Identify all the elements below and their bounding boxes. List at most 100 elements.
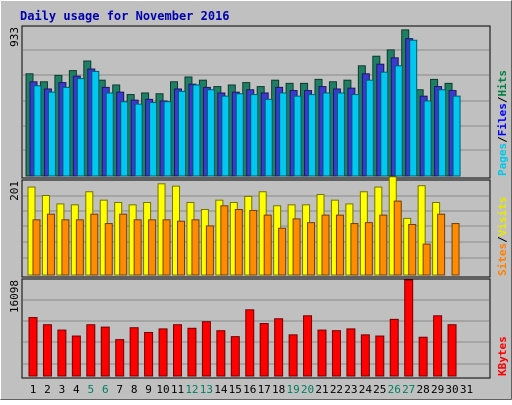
- bar-hits-pages-day-12: [192, 84, 201, 177]
- bar-visits-sites-day-15: [234, 209, 243, 276]
- x-tick-label-day-12: 12: [185, 383, 198, 396]
- legend-separator: /: [496, 136, 509, 143]
- x-tick-label-day-30: 30: [445, 383, 458, 396]
- bar-kbytes-kbytes-day-21: [317, 329, 327, 377]
- bar-kbytes-kbytes-day-23: [346, 328, 356, 377]
- x-tick-label-day-22: 22: [330, 383, 343, 396]
- bar-hits-pages-day-23: [351, 94, 360, 177]
- x-tick-label-day-15: 15: [229, 383, 242, 396]
- bar-hits-pages-day-11: [178, 90, 186, 177]
- x-tick-label-day-24: 24: [359, 383, 373, 396]
- bar-visits-sites-day-16: [249, 209, 258, 276]
- bar-kbytes-kbytes-day-27: [404, 279, 414, 377]
- bar-visits-sites-day-23: [350, 223, 359, 276]
- bar-visits-sites-day-11: [177, 220, 185, 276]
- bar-hits-pages-day-26: [394, 65, 403, 177]
- bar-hits-pages-day-2: [47, 91, 56, 177]
- x-tick-label-day-25: 25: [373, 383, 386, 396]
- bar-visits-sites-day-8: [133, 219, 142, 276]
- bar-hits-pages-day-13: [206, 89, 215, 177]
- bar-kbytes-kbytes-day-11: [173, 324, 182, 377]
- bar-kbytes-kbytes-day-10: [158, 328, 168, 377]
- bar-kbytes-kbytes-day-19: [288, 334, 298, 377]
- bar-kbytes-kbytes-day-22: [331, 330, 341, 377]
- bar-visits-sites-day-24: [364, 222, 373, 276]
- x-tick-label-day-26: 26: [388, 383, 401, 396]
- bar-kbytes-kbytes-day-20: [303, 315, 313, 377]
- bar-kbytes-kbytes-day-3: [57, 329, 67, 377]
- x-tick-label-day-3: 3: [59, 383, 66, 396]
- visits-max-label: 201: [8, 181, 21, 201]
- x-tick-label-day-5: 5: [87, 383, 94, 396]
- legend-kbytes: KBytes: [496, 336, 509, 376]
- svg-text:Sites/Visits: Sites/Visits: [496, 197, 509, 277]
- bar-kbytes-kbytes-day-24: [360, 334, 370, 377]
- chart-title: Daily usage for November 2016: [20, 9, 230, 23]
- bar-hits-pages-day-28: [423, 100, 432, 177]
- bar-kbytes-kbytes-day-12: [187, 327, 197, 377]
- x-tick-label-day-8: 8: [131, 383, 138, 396]
- x-tick-label-day-1: 1: [30, 383, 37, 396]
- x-tick-label-day-19: 19: [286, 383, 299, 396]
- bar-visits-sites-day-9: [148, 219, 157, 276]
- bar-visits-sites-day-25: [379, 214, 388, 276]
- bar-hits-pages-day-3: [62, 86, 71, 177]
- bar-visits-sites-day-7: [119, 213, 128, 276]
- x-tick-label-day-11: 11: [171, 383, 184, 396]
- bar-hits-pages-day-27: [409, 39, 418, 177]
- kbytes-max-label: 16098: [8, 280, 21, 313]
- bar-visits-sites-day-1: [32, 219, 41, 276]
- bar-kbytes-kbytes-day-15: [230, 336, 240, 377]
- x-tick-label-day-23: 23: [344, 383, 357, 396]
- hits-max-label: 933: [8, 27, 21, 47]
- bar-visits-visits-day-28: [417, 185, 426, 276]
- bar-hits-pages-day-15: [235, 93, 244, 177]
- bar-hits-pages-day-20: [308, 94, 317, 177]
- bar-hits-pages-day-18: [279, 92, 288, 177]
- bar-kbytes-kbytes-day-26: [389, 318, 399, 377]
- bar-hits-pages-day-29: [438, 89, 447, 177]
- legend-visits: Visits: [496, 197, 509, 237]
- bar-hits-pages-day-17: [264, 98, 273, 177]
- bar-kbytes-kbytes-day-13: [201, 321, 211, 377]
- x-tick-label-day-31: 31: [460, 383, 473, 396]
- bar-visits-sites-day-26: [393, 200, 402, 276]
- bar-kbytes-kbytes-day-7: [115, 339, 125, 377]
- legend-separator: /: [496, 96, 509, 103]
- bar-kbytes-kbytes-day-5: [86, 324, 96, 377]
- bar-kbytes-kbytes-day-30: [447, 324, 457, 377]
- legend-separator: /: [496, 236, 509, 243]
- x-tick-label-day-18: 18: [272, 383, 285, 396]
- bar-hits-pages-day-7: [120, 101, 129, 177]
- bar-kbytes-kbytes-day-1: [28, 317, 38, 377]
- bar-visits-sites-day-20: [307, 222, 316, 276]
- plot-layer: 1 2 3 4 5 6 7 8 9 10 11 12 13 14 15 16 17 18 19 20 21 22 23 24 2…: [23, 29, 489, 396]
- x-tick-label-day-14: 14: [214, 383, 228, 396]
- x-tick-label-day-4: 4: [73, 383, 80, 396]
- bar-visits-sites-day-18: [278, 227, 287, 276]
- legend-pages: Pages: [496, 143, 509, 176]
- bar-hits-pages-day-10: [163, 101, 172, 177]
- bar-kbytes-kbytes-day-18: [274, 318, 284, 377]
- bar-hits-pages-day-19: [293, 95, 302, 177]
- legend-hits: Hits: [496, 70, 509, 97]
- bar-visits-sites-day-13: [205, 225, 214, 276]
- bar-visits-sites-day-28: [422, 243, 431, 276]
- bar-hits-pages-day-1: [33, 85, 42, 177]
- bar-kbytes-kbytes-day-4: [71, 335, 81, 377]
- bar-kbytes-kbytes-day-16: [245, 309, 255, 377]
- bar-hits-pages-day-21: [322, 92, 331, 177]
- bar-hits-pages-day-25: [380, 71, 389, 177]
- bar-visits-sites-day-4: [75, 219, 84, 276]
- bar-visits-sites-day-5: [90, 213, 99, 276]
- bar-kbytes-kbytes-day-28: [418, 336, 428, 377]
- x-tick-label-day-16: 16: [243, 383, 256, 396]
- bar-kbytes-kbytes-day-9: [144, 331, 154, 377]
- legend-visits-panel: Sites/Visits: [496, 197, 509, 277]
- x-tick-label-day-6: 6: [102, 383, 109, 396]
- x-tick-label-day-10: 10: [156, 383, 169, 396]
- svg-text:KBytes: KBytes: [496, 336, 509, 376]
- bar-visits-sites-day-3: [61, 219, 70, 276]
- bar-hits-pages-day-9: [149, 102, 158, 177]
